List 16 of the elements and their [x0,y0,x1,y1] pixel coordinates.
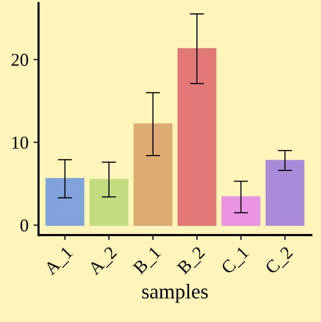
x-axis-title: samples [142,284,208,303]
bar [134,123,172,226]
bar [222,196,260,226]
y-tick-label: 10 [12,136,28,149]
y-tick-label: 0 [20,219,28,232]
x-tick-label: B_2 [176,246,207,276]
x-tick-label: C_2 [264,246,295,276]
bar [266,160,304,226]
bar [178,48,216,226]
bar [46,178,84,226]
x-tick-label: B_1 [132,246,163,276]
x-tick-label: A_2 [87,246,119,278]
x-tick-label: A_1 [43,246,75,278]
y-tick-label: 20 [12,54,28,66]
x-tick-label: C_1 [220,246,251,276]
bar [90,178,128,226]
